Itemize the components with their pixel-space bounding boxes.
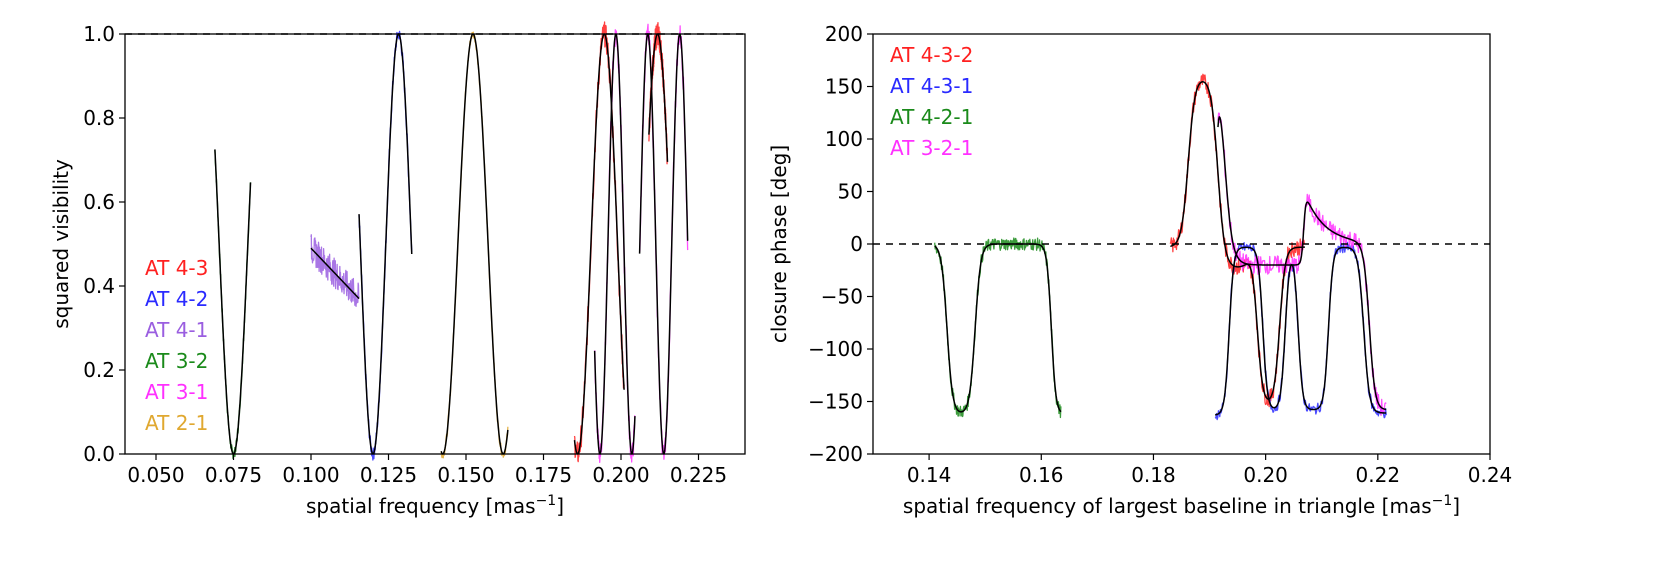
x-tick-label: 0.22: [1356, 463, 1401, 487]
y-tick-label: 100: [825, 127, 863, 151]
y-tick-label: −50: [821, 285, 863, 309]
y-tick-label: 0.0: [83, 442, 115, 466]
closure-phase-model-fit: [935, 244, 1061, 412]
x-tick-label: 0.20: [1243, 463, 1288, 487]
y-tick-label: −150: [808, 390, 863, 414]
x-tick-label: 0.100: [282, 463, 339, 487]
closure-phase-x-axis-label: spatial frequency of largest baseline in…: [903, 493, 1460, 518]
closure-phase-y-axis-label: closure phase [deg]: [767, 145, 791, 343]
legend-entry: AT 3-1: [145, 380, 208, 404]
visibility-model-fit: [215, 149, 251, 454]
visibility-data-layer: [215, 22, 688, 462]
closure-phase-model-fit: [1215, 247, 1386, 414]
x-tick-label: 0.225: [670, 463, 727, 487]
y-tick-label: 0.8: [83, 106, 115, 130]
x-tick-label: 0.200: [592, 463, 649, 487]
visibility-model-fit: [359, 34, 412, 454]
y-tick-label: −200: [808, 442, 863, 466]
visibility-model-fit: [311, 248, 359, 298]
visibility-data-at-4-1: [311, 235, 359, 307]
y-tick-label: 0.2: [83, 358, 115, 382]
y-tick-label: 0.4: [83, 274, 115, 298]
closure-phase-data-layer: [935, 74, 1387, 419]
closure-phase-data-at-3-2-1: [1218, 113, 1386, 415]
visibility-x-axis-label: spatial frequency [mas−1]: [306, 493, 564, 518]
y-tick-label: 50: [838, 180, 863, 204]
visibility-model-fit: [595, 34, 635, 454]
figure: 0.050 0.075 0.100 0.125 0.150 0.175 0.200 0.225…: [0, 0, 1661, 566]
x-tick-label: 0.125: [360, 463, 417, 487]
legend-entry: AT 4-3-2: [890, 43, 973, 67]
x-tick-label: 0.050: [127, 463, 184, 487]
legend-entry: AT 3-2-1: [890, 136, 973, 160]
y-tick-label: 0.6: [83, 190, 115, 214]
closure-phase-panel: 0.14 0.16 0.18 0.20 0.22 0.24 −200 −150 −100 −50 0…: [767, 22, 1512, 518]
visibility-panel: 0.050 0.075 0.100 0.125 0.150 0.175 0.200 0.225…: [49, 22, 745, 518]
x-tick-label: 0.24: [1468, 463, 1513, 487]
closure-phase-model-fit: [1218, 117, 1386, 410]
y-tick-label: 150: [825, 75, 863, 99]
x-tick-label: 0.16: [1019, 463, 1064, 487]
y-tick-label: −100: [808, 337, 863, 361]
legend-entry: AT 4-2-1: [890, 105, 973, 129]
closure-phase-legend: AT 4-3-2 AT 4-3-1 AT 4-2-1 AT 3-2-1: [890, 43, 973, 160]
x-tick-label: 0.18: [1131, 463, 1176, 487]
visibility-data-at-4-3: [575, 22, 625, 462]
legend-entry: AT 2-1: [145, 411, 208, 435]
visibility-legend: AT 4-3 AT 4-2 AT 4-1 AT 3-2 AT 3-1 AT 2-1: [145, 256, 208, 435]
y-tick-label: 1.0: [83, 22, 115, 46]
closure-phase-data-at-4-3-2: [1170, 74, 1305, 406]
visibility-y-axis-label: squared visibility: [49, 159, 73, 329]
closure-phase-data-at-4-2-1: [935, 238, 1061, 417]
x-tick-label: 0.175: [515, 463, 572, 487]
x-tick-label: 0.150: [437, 463, 494, 487]
legend-entry: AT 4-1: [145, 318, 208, 342]
legend-entry: AT 4-3-1: [890, 74, 973, 98]
visibility-data-at-2-1: [441, 32, 508, 458]
x-tick-label: 0.14: [907, 463, 952, 487]
closure-phase-fit-layer: [935, 82, 1387, 415]
visibility-data-at-3-1: [595, 30, 635, 463]
y-tick-label: 200: [825, 22, 863, 46]
legend-entry: AT 4-2: [145, 287, 208, 311]
x-tick-label: 0.075: [205, 463, 262, 487]
legend-entry: AT 4-3: [145, 256, 208, 280]
legend-entry: AT 3-2: [145, 349, 208, 373]
y-tick-label: 0: [850, 232, 863, 256]
